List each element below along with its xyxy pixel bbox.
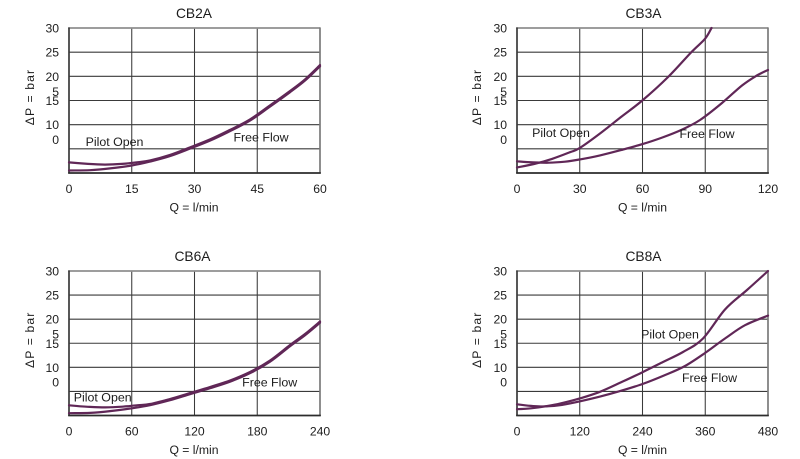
svg-text:Free Flow: Free Flow bbox=[233, 130, 288, 144]
svg-text:CB3A: CB3A bbox=[625, 6, 662, 21]
svg-text:20: 20 bbox=[45, 313, 59, 327]
svg-text:Pilot Open: Pilot Open bbox=[86, 135, 144, 149]
svg-text:15: 15 bbox=[493, 337, 507, 351]
svg-text:20: 20 bbox=[493, 70, 507, 84]
svg-text:25: 25 bbox=[45, 289, 59, 303]
svg-text:60: 60 bbox=[636, 182, 650, 196]
svg-text:Free Flow: Free Flow bbox=[242, 375, 297, 389]
svg-text:CB8A: CB8A bbox=[625, 249, 662, 264]
svg-text:Pilot Open: Pilot Open bbox=[641, 327, 699, 341]
svg-text:0: 0 bbox=[52, 375, 59, 389]
svg-text:Q = l/min: Q = l/min bbox=[618, 201, 667, 215]
svg-text:30: 30 bbox=[45, 22, 59, 36]
svg-text:0: 0 bbox=[66, 425, 73, 439]
svg-text:15: 15 bbox=[493, 94, 507, 108]
svg-text:ΔP = bar: ΔP = bar bbox=[23, 69, 37, 125]
svg-text:Free Flow: Free Flow bbox=[679, 127, 734, 141]
svg-text:25: 25 bbox=[45, 46, 59, 60]
svg-text:25: 25 bbox=[493, 46, 507, 60]
svg-text:5: 5 bbox=[52, 85, 59, 99]
svg-text:10: 10 bbox=[45, 361, 59, 375]
svg-text:180: 180 bbox=[247, 425, 268, 439]
svg-text:20: 20 bbox=[493, 313, 507, 327]
svg-text:120: 120 bbox=[758, 182, 779, 196]
svg-text:60: 60 bbox=[125, 425, 139, 439]
svg-text:15: 15 bbox=[45, 94, 59, 108]
svg-text:0: 0 bbox=[500, 375, 507, 389]
svg-text:480: 480 bbox=[758, 425, 779, 439]
svg-text:CB2A: CB2A bbox=[176, 6, 213, 21]
svg-text:Q = l/min: Q = l/min bbox=[618, 443, 667, 457]
svg-text:30: 30 bbox=[493, 265, 507, 279]
svg-text:Pilot Open: Pilot Open bbox=[74, 391, 132, 405]
svg-text:10: 10 bbox=[493, 361, 507, 375]
svg-text:15: 15 bbox=[125, 182, 139, 196]
svg-text:ΔP = bar: ΔP = bar bbox=[23, 312, 37, 368]
svg-text:0: 0 bbox=[514, 425, 521, 439]
svg-text:CB6A: CB6A bbox=[174, 249, 211, 264]
svg-text:30: 30 bbox=[45, 265, 59, 279]
svg-text:240: 240 bbox=[632, 425, 653, 439]
svg-text:Q = l/min: Q = l/min bbox=[169, 443, 218, 457]
svg-text:Free Flow: Free Flow bbox=[682, 371, 737, 385]
svg-text:10: 10 bbox=[45, 118, 59, 132]
svg-text:120: 120 bbox=[570, 425, 591, 439]
svg-text:ΔP = bar: ΔP = bar bbox=[470, 69, 484, 125]
svg-text:360: 360 bbox=[695, 425, 716, 439]
svg-text:Q = l/min: Q = l/min bbox=[169, 201, 218, 215]
svg-text:240: 240 bbox=[310, 425, 331, 439]
svg-text:60: 60 bbox=[313, 182, 327, 196]
svg-text:0: 0 bbox=[52, 133, 59, 147]
svg-text:0: 0 bbox=[66, 182, 73, 196]
svg-text:120: 120 bbox=[184, 425, 205, 439]
svg-text:0: 0 bbox=[514, 182, 521, 196]
svg-text:20: 20 bbox=[45, 70, 59, 84]
svg-text:30: 30 bbox=[493, 22, 507, 36]
svg-text:45: 45 bbox=[250, 182, 264, 196]
svg-text:10: 10 bbox=[493, 118, 507, 132]
svg-text:0: 0 bbox=[500, 133, 507, 147]
svg-text:90: 90 bbox=[698, 182, 712, 196]
svg-text:15: 15 bbox=[45, 337, 59, 351]
svg-text:30: 30 bbox=[573, 182, 587, 196]
svg-text:5: 5 bbox=[500, 85, 507, 99]
svg-text:5: 5 bbox=[52, 328, 59, 342]
svg-text:30: 30 bbox=[188, 182, 202, 196]
svg-text:ΔP = bar: ΔP = bar bbox=[470, 312, 484, 368]
svg-text:25: 25 bbox=[493, 289, 507, 303]
svg-text:5: 5 bbox=[500, 328, 507, 342]
svg-text:Pilot Open: Pilot Open bbox=[532, 126, 590, 140]
